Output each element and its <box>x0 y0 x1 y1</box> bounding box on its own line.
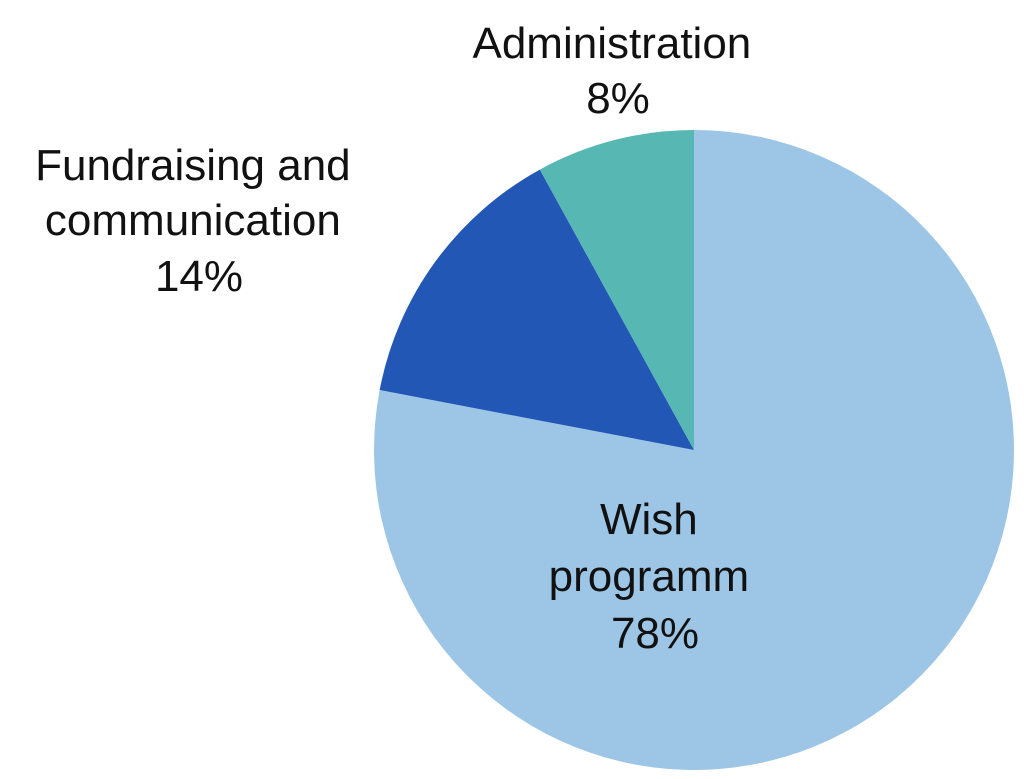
slice-label-line: Wish <box>600 495 698 544</box>
slice-value-label: 78% <box>611 609 699 658</box>
pie-slice-fundraising-and-communication <box>379 169 694 450</box>
pie-slice-administration <box>539 130 694 450</box>
slice-label-line: programm <box>549 552 750 601</box>
slice-label-wish-programm: Wish programm 78% <box>549 495 762 658</box>
pie-slice-wish-programm <box>374 130 1015 770</box>
slice-value-label: 14% <box>155 252 243 301</box>
slice-value-label: 8% <box>586 74 650 123</box>
slice-label-administration: Administration 8% <box>472 19 763 123</box>
slice-label-fundraising-and-communication: Fundraising and communication 14% <box>35 141 363 301</box>
slice-label-line: communication <box>45 196 341 245</box>
slice-label-line: Administration <box>472 19 751 68</box>
slice-label-line: Fundraising and <box>35 141 351 190</box>
pie-slices <box>374 130 1015 770</box>
